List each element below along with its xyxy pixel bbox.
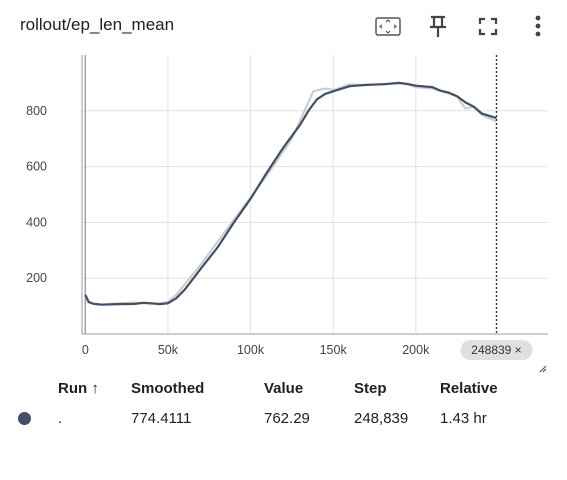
col-smoothed: Smoothed	[131, 379, 205, 397]
step-value: 248,839	[354, 409, 409, 427]
x-tick-label: 0	[82, 343, 89, 357]
relative-time: 1.43 hr	[440, 409, 487, 427]
y-tick-label: 800	[26, 104, 47, 118]
col-step: Step	[354, 379, 387, 397]
chart-axes	[81, 55, 548, 335]
x-tick-label: 50k	[158, 343, 179, 357]
series-line-smoothed	[84, 81, 497, 306]
pin-icon	[430, 15, 446, 37]
chart-ticks: 200 400 600 800 0 50k 100k 150k 200k	[26, 104, 430, 357]
col-relative: Relative	[440, 379, 498, 397]
runs-table: Run ↑ Smoothed Value Step Relative . 774…	[18, 376, 530, 436]
step-marker-label: 248839 ×	[471, 343, 521, 357]
chart-series	[84, 81, 497, 306]
fit-domain-icon	[375, 17, 401, 36]
fullscreen-button[interactable]	[474, 12, 502, 40]
resize-handle-icon	[539, 365, 547, 373]
x-tick-label: 150k	[320, 343, 348, 357]
table-row: . 774.4111 762.29 248,839 1.43 hr	[18, 400, 530, 436]
x-tick-label: 100k	[237, 343, 265, 357]
chart-grid	[82, 55, 548, 334]
smoothed-value: 774.4111	[131, 409, 192, 427]
run-color-dot[interactable]	[18, 412, 31, 426]
col-run-sort[interactable]: Run ↑	[58, 379, 99, 397]
more-vert-icon	[535, 15, 541, 37]
step-marker-chip	[460, 340, 533, 360]
col-value: Value	[264, 379, 304, 397]
pin-button[interactable]	[424, 12, 452, 40]
line-chart[interactable]: 200 400 600 800 0 50k 100k 150k 200k 248839 ×	[0, 0, 567, 380]
y-tick-label: 200	[26, 271, 47, 285]
more-options-button[interactable]	[524, 12, 552, 40]
fullscreen-icon	[478, 17, 498, 36]
chart-title: rollout/ep_len_mean	[20, 15, 175, 34]
y-tick-label: 600	[26, 160, 47, 174]
raw-value: 762.29	[264, 409, 310, 427]
x-tick-label: 200k	[402, 343, 430, 357]
run-name: .	[58, 409, 63, 427]
series-line-raw	[84, 82, 497, 306]
step-marker: 248839 ×	[460, 55, 547, 373]
table-header-row: Run ↑ Smoothed Value Step Relative	[18, 376, 530, 400]
y-tick-label: 400	[26, 215, 47, 229]
fit-domain-button[interactable]	[374, 12, 402, 40]
